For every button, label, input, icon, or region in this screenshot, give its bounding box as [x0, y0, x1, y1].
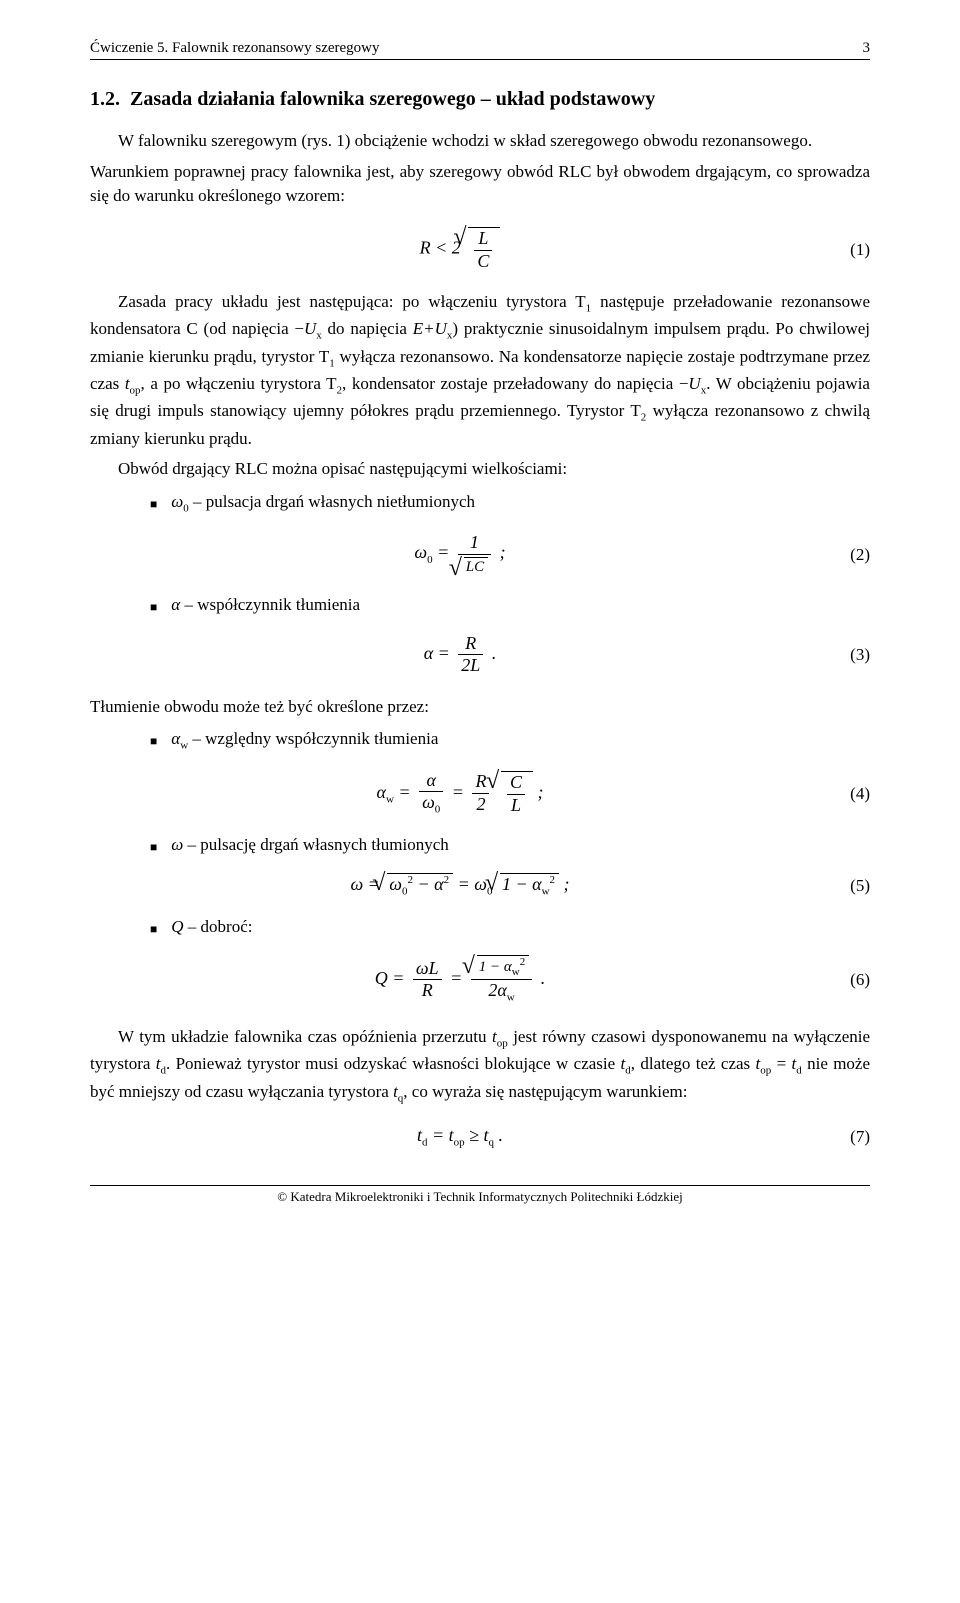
sym-eux: E+U [413, 319, 447, 338]
equation-3-number: (3) [830, 645, 870, 665]
p6-c: . Ponieważ tyrystor musi odzyskać własno… [166, 1054, 621, 1073]
b4-sym: ω [171, 835, 183, 854]
equation-6-body: Q = ωLR = 1 − αw22αw . [90, 955, 830, 1005]
equation-2-number: (2) [830, 545, 870, 565]
bullet-5-text: Q – dobroć: [171, 917, 252, 937]
equation-7-number: (7) [830, 1127, 870, 1147]
bullet-2: ■ α – współczynnik tłumienia [150, 595, 870, 615]
b1-txt: – pulsacja drgań własnych nietłumionych [189, 492, 475, 511]
p6-d: , dlatego też czas [631, 1054, 756, 1073]
b5-sym: Q [171, 917, 183, 936]
bullet-mark-icon: ■ [150, 734, 157, 749]
equation-3-body: α = R2L . [90, 633, 830, 677]
page-content: Ćwiczenie 5. Falownik rezonansowy szereg… [90, 0, 870, 1235]
equation-4: αw = αω0 = R2 CL ; (4) [90, 770, 870, 817]
b5-txt: – dobroć: [184, 917, 253, 936]
equation-7-body: td = top ≥ tq . [90, 1125, 830, 1149]
page-footer: © Katedra Mikroelektroniki i Technik Inf… [90, 1185, 870, 1205]
equation-6-number: (6) [830, 970, 870, 990]
bullet-3-text: αw – względny współczynnik tłumienia [171, 729, 438, 751]
bullet-1: ■ ω0 – pulsacja drgań własnych nietłumio… [150, 492, 870, 514]
p3-c: do napięcia [322, 319, 413, 338]
b3-txt: – względny współczynnik tłumienia [188, 729, 438, 748]
b2-txt: – współczynnik tłumienia [180, 595, 360, 614]
section-heading: 1.2. Zasada działania falownika szeregow… [90, 88, 870, 111]
bullet-2-text: α – współczynnik tłumienia [171, 595, 360, 615]
p6-a: W tym układzie falownika czas opóźnienia… [118, 1027, 492, 1046]
header-page-number: 3 [863, 40, 871, 57]
bullet-4-text: ω – pulsację drgań własnych tłumionych [171, 835, 449, 855]
page-header: Ćwiczenie 5. Falownik rezonansowy szereg… [90, 40, 870, 60]
sym-ux-1: U [304, 319, 316, 338]
paragraph-2: Warunkiem poprawnej pracy falownika jest… [90, 160, 870, 209]
bullet-mark-icon: ■ [150, 840, 157, 855]
header-title: Ćwiczenie 5. Falownik rezonansowy szereg… [90, 40, 380, 57]
b4-txt: – pulsację drgań własnych tłumionych [183, 835, 449, 854]
equation-2-body: ω0 = 1LC ; [90, 532, 830, 576]
p3-a: Zasada pracy układu jest następująca: po… [118, 292, 586, 311]
paragraph-5: Tłumienie obwodu może też być określone … [90, 695, 870, 720]
b3-sym: α [171, 729, 180, 748]
b3-sub: w [180, 740, 188, 752]
equation-5: ω = ω02 − α2 = ω0 1 − αw2 ; (5) [90, 873, 870, 899]
bullet-4: ■ ω – pulsację drgań własnych tłumionych [150, 835, 870, 855]
paragraph-1: W falowniku szeregowym (rys. 1) obciążen… [90, 129, 870, 154]
sym-top-sub-1: op [130, 384, 141, 396]
paragraph-3: Zasada pracy układu jest następująca: po… [90, 290, 870, 451]
equation-2: ω0 = 1LC ; (2) [90, 532, 870, 576]
bullet-mark-icon: ■ [150, 600, 157, 615]
equation-5-body: ω = ω02 − α2 = ω0 1 − αw2 ; [90, 873, 830, 899]
paragraph-6: W tym układzie falownika czas opóźnienia… [90, 1025, 870, 1107]
paragraph-4: Obwód drgający RLC można opisać następuj… [90, 457, 870, 482]
equation-3: α = R2L . (3) [90, 633, 870, 677]
equation-6: Q = ωLR = 1 − αw22αw . (6) [90, 955, 870, 1005]
p3-g: , kondensator zostaje przeładowany do na… [342, 374, 688, 393]
equation-4-number: (4) [830, 784, 870, 804]
p3-f: , a po włączeniu tyrystora T [141, 374, 337, 393]
sym-ux-2: U [688, 374, 700, 393]
bullet-5: ■ Q – dobroć: [150, 917, 870, 937]
b2-sym: α [171, 595, 180, 614]
bullet-mark-icon: ■ [150, 497, 157, 512]
equation-7: td = top ≥ tq . (7) [90, 1125, 870, 1149]
equation-5-number: (5) [830, 876, 870, 896]
bullet-1-text: ω0 – pulsacja drgań własnych nietłumiony… [171, 492, 475, 514]
bullet-3: ■ αw – względny współczynnik tłumienia [150, 729, 870, 751]
equation-4-body: αw = αω0 = R2 CL ; [90, 770, 830, 817]
sym-top-sub-3: op [760, 1065, 771, 1077]
section-number: 1.2. [90, 88, 120, 111]
p6-f: , co wyraża się następującym warunkiem: [403, 1082, 687, 1101]
bullet-mark-icon: ■ [150, 922, 157, 937]
b1-sym: ω [171, 492, 183, 511]
equation-1-number: (1) [830, 240, 870, 260]
sym-top-sub-2: op [497, 1037, 508, 1049]
equation-1-body: R < 2 LC [90, 227, 830, 272]
equation-1: R < 2 LC (1) [90, 227, 870, 272]
section-title-text: Zasada działania falownika szeregowego –… [130, 88, 655, 111]
